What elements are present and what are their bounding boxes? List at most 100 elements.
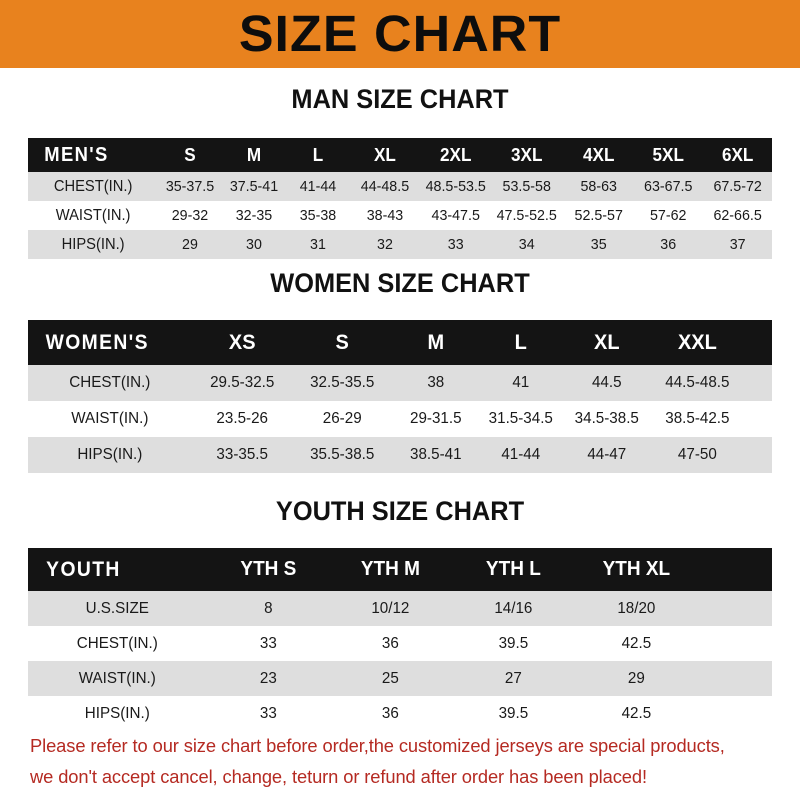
women-cell-1-0: 23.5-26 (216, 410, 268, 427)
table-row: WAIST(IN.) 23.5-26 26-29 29-31.5 31.5-34… (28, 401, 772, 437)
youth-size-col-1: YTH M (361, 558, 421, 580)
men-cell-1-7: 57-62 (650, 207, 687, 224)
women-cell-0-5: 44.5-48.5 (665, 374, 730, 391)
women-cell-2-1: 35.5-38.5 (310, 446, 375, 463)
youth-cell-2-3: 29 (627, 669, 645, 687)
women-section-title: WOMEN SIZE CHART (270, 268, 530, 298)
table-row: WAIST(IN.) 23 25 27 29 (28, 661, 772, 696)
table-row: U.S.SIZE 8 10/12 14/16 18/20 (28, 591, 772, 626)
youth-cell-0-4 (699, 591, 770, 626)
women-size-col-5: XXL (678, 330, 717, 354)
men-cell-1-8: 62-66.5 (713, 207, 762, 224)
men-cell-2-8: 37 (729, 236, 746, 253)
women-size-col-0: XS (228, 330, 256, 354)
men-table-body: CHEST(IN.) 35-37.5 37.5-41 41-44 44-48.5… (28, 172, 772, 259)
women-size-col-3: L (514, 330, 527, 354)
women-table-header: WOMEN'S XS S M L XL XXL (28, 320, 772, 365)
youth-cell-1-2: 39.5 (498, 634, 529, 652)
men-cell-0-4: 48.5-53.5 (425, 178, 486, 195)
women-table-body: CHEST(IN.) 29.5-32.5 32.5-35.5 38 41 44.… (28, 365, 772, 473)
table-header-row: MEN'S S M L XL 2XL 3XL 4XL 5XL 6XL (28, 138, 772, 172)
men-size-col-2: L (312, 144, 324, 165)
table-header-row: YOUTH YTH S YTH M YTH L YTH XL (28, 548, 772, 591)
youth-size-col-2: YTH L (485, 558, 541, 580)
men-row-label-0: CHEST(IN.) (53, 177, 133, 195)
men-cell-1-4: 43-47.5 (431, 207, 480, 224)
women-cell-0-2: 38 (426, 374, 444, 391)
women-cell-2-4: 44-47 (586, 446, 626, 463)
men-size-col-1: M (247, 144, 262, 165)
women-cell-1-6 (747, 401, 772, 437)
women-size-table: WOMEN'S XS S M L XL XXL CHEST(IN.) 29.5-… (28, 320, 772, 473)
men-cell-1-2: 35-38 (299, 207, 337, 224)
men-row-label-1: WAIST(IN.) (55, 206, 131, 224)
women-size-col-4: XL (593, 330, 620, 354)
men-cell-2-3: 32 (377, 236, 393, 253)
youth-size-col-3: YTH XL (602, 558, 670, 580)
youth-cell-1-3: 42.5 (621, 634, 651, 652)
youth-cell-2-0: 23 (259, 669, 277, 687)
men-cell-2-1: 30 (246, 236, 263, 253)
women-size-col-1: S (335, 330, 349, 354)
youth-row-label-3: HIPS(IN.) (84, 704, 150, 722)
men-cell-0-5: 53.5-58 (502, 178, 552, 195)
men-cell-2-2: 31 (310, 236, 327, 253)
youth-size-col-4 (699, 548, 770, 591)
table-row: CHEST(IN.) 33 36 39.5 42.5 (28, 626, 772, 661)
order-policy-note: Please refer to our size chart before or… (30, 730, 771, 792)
men-cell-0-1: 37.5-41 (229, 178, 279, 195)
men-cell-0-3: 44-48.5 (360, 178, 410, 195)
youth-cell-3-2: 39.5 (498, 704, 529, 722)
youth-cell-0-0: 8 (263, 599, 273, 617)
youth-row-label-1: CHEST(IN.) (76, 634, 158, 652)
men-cell-2-5: 34 (519, 236, 536, 253)
youth-cell-0-3: 18/20 (617, 599, 656, 617)
women-cell-1-1: 26-29 (322, 410, 362, 427)
men-size-col-3: XL (374, 144, 397, 165)
youth-cell-0-1: 10/12 (371, 599, 410, 617)
men-cell-2-6: 35 (590, 236, 607, 253)
men-table: MEN'S S M L XL 2XL 3XL 4XL 5XL 6XL CHEST… (28, 138, 772, 259)
women-cell-1-4: 34.5-38.5 (574, 410, 639, 427)
page-title: SIZE CHART (238, 5, 562, 62)
women-size-col-2: M (427, 330, 444, 354)
youth-size-col-0: YTH S (239, 558, 296, 580)
table-header-row: WOMEN'S XS S M L XL XXL (28, 320, 772, 365)
men-cell-1-5: 47.5-52.5 (497, 207, 558, 224)
table-row: WAIST(IN.) 29-32 32-35 35-38 38-43 43-47… (28, 201, 772, 230)
youth-cell-1-4 (699, 626, 770, 661)
youth-cell-1-0: 33 (259, 634, 277, 652)
men-cell-0-8: 67.5-72 (713, 178, 762, 195)
men-section-title: MAN SIZE CHART (291, 84, 509, 114)
women-cell-1-2: 29-31.5 (409, 410, 462, 427)
youth-cell-2-4 (699, 661, 770, 696)
youth-size-table: YOUTH YTH S YTH M YTH L YTH XL U.S.SIZE … (28, 548, 772, 731)
women-cell-2-6 (747, 437, 772, 473)
table-row: CHEST(IN.) 29.5-32.5 32.5-35.5 38 41 44.… (28, 365, 772, 401)
men-cell-0-7: 63-67.5 (644, 178, 693, 195)
women-size-col-6 (747, 320, 772, 365)
youth-cell-2-2: 27 (504, 669, 522, 687)
women-cell-1-3: 31.5-34.5 (488, 410, 553, 427)
men-size-col-8: 6XL (721, 144, 754, 165)
women-cell-0-4: 44.5 (591, 374, 622, 391)
table-row: HIPS(IN.) 33-35.5 35.5-38.5 38.5-41 41-4… (28, 437, 772, 473)
men-header-label: MEN'S (44, 143, 109, 166)
youth-cell-3-0: 33 (259, 704, 277, 722)
men-size-table: MEN'S S M L XL 2XL 3XL 4XL 5XL 6XL CHEST… (28, 138, 772, 259)
women-cell-2-5: 47-50 (678, 446, 717, 463)
men-cell-1-0: 29-32 (171, 207, 209, 224)
youth-row-label-2: WAIST(IN.) (78, 669, 156, 687)
women-row-label-2: HIPS(IN.) (77, 446, 143, 463)
men-size-col-5: 3XL (511, 144, 543, 165)
women-row-label-1: WAIST(IN.) (71, 410, 149, 427)
order-policy-line-1: Please refer to our size chart before or… (30, 735, 725, 756)
order-policy-line-2: we don't accept cancel, change, teturn o… (30, 766, 647, 787)
men-size-col-4: 2XL (440, 144, 472, 165)
men-size-col-6: 4XL (582, 144, 615, 165)
men-cell-0-2: 41-44 (299, 178, 337, 195)
youth-cell-2-1: 25 (382, 669, 400, 687)
women-cell-0-6 (747, 365, 772, 401)
women-cell-2-3: 41-44 (501, 446, 541, 463)
